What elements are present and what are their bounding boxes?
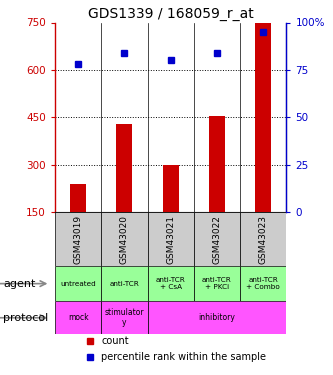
Text: anti-TCR
+ CsA: anti-TCR + CsA: [156, 278, 185, 290]
Bar: [55, 266, 101, 302]
Text: anti-TCR
+ PKCi: anti-TCR + PKCi: [202, 278, 232, 290]
Bar: [240, 266, 286, 302]
Text: stimulator
y: stimulator y: [105, 308, 144, 327]
Text: GSM43022: GSM43022: [212, 214, 221, 264]
Text: protocol: protocol: [3, 313, 49, 323]
Bar: [55, 302, 101, 334]
Title: GDS1339 / 168059_r_at: GDS1339 / 168059_r_at: [88, 8, 253, 21]
Bar: [194, 212, 240, 266]
Text: anti-TCR: anti-TCR: [110, 280, 139, 286]
Bar: [148, 266, 194, 302]
Text: GSM43021: GSM43021: [166, 214, 175, 264]
Bar: [194, 266, 240, 302]
Text: agent: agent: [3, 279, 36, 289]
Bar: [209, 116, 225, 212]
Bar: [148, 302, 286, 334]
Text: GSM43020: GSM43020: [120, 214, 129, 264]
Text: inhibitory: inhibitory: [198, 313, 235, 322]
Text: GSM43019: GSM43019: [74, 214, 83, 264]
Bar: [240, 212, 286, 266]
Bar: [55, 212, 101, 266]
Text: mock: mock: [68, 313, 88, 322]
Text: count: count: [101, 336, 129, 346]
Bar: [70, 184, 86, 212]
Text: untreated: untreated: [60, 280, 96, 286]
Bar: [255, 22, 271, 212]
Text: GSM43023: GSM43023: [259, 214, 268, 264]
Text: percentile rank within the sample: percentile rank within the sample: [101, 352, 266, 362]
Bar: [116, 124, 133, 212]
Text: anti-TCR
+ Combo: anti-TCR + Combo: [246, 278, 280, 290]
Bar: [101, 266, 148, 302]
Bar: [163, 165, 179, 212]
Bar: [101, 212, 148, 266]
Bar: [101, 302, 148, 334]
Bar: [148, 212, 194, 266]
